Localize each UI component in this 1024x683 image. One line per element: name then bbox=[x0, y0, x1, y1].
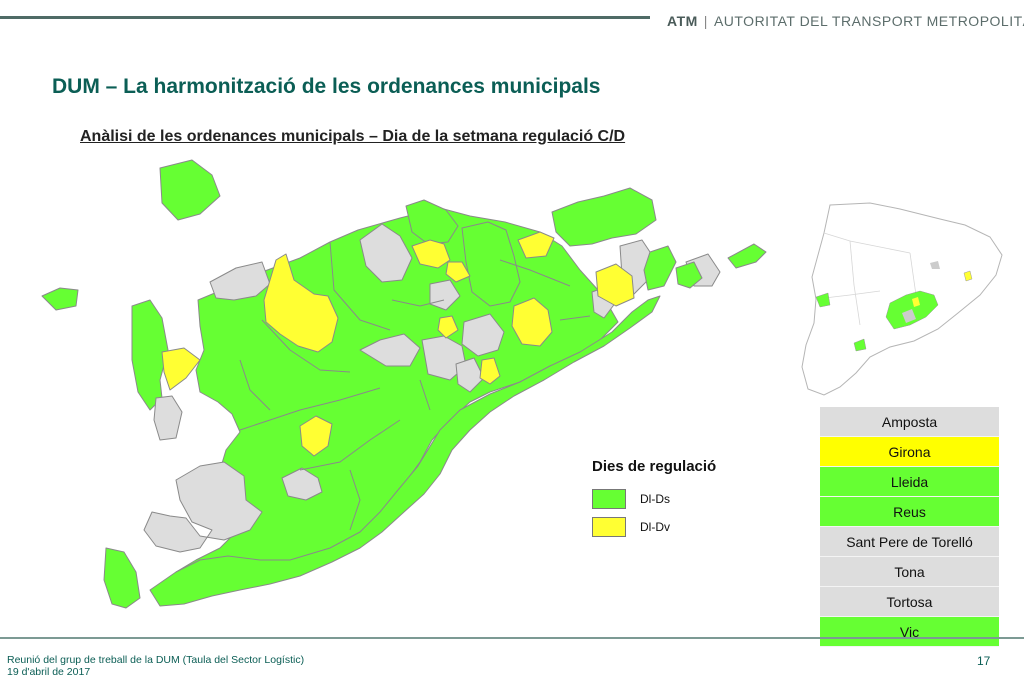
inset-green-southwest bbox=[853, 338, 867, 352]
municipality-region bbox=[455, 357, 485, 393]
municipality-region bbox=[209, 261, 271, 301]
municipality-region bbox=[479, 357, 501, 385]
inset-yellow-girona bbox=[963, 270, 973, 282]
city-cell: Sant Pere de Torelló bbox=[820, 526, 999, 557]
municipality-region bbox=[429, 279, 461, 311]
inset-green-west bbox=[815, 292, 831, 308]
city-cell: Amposta bbox=[820, 407, 999, 437]
municipality-region bbox=[461, 221, 521, 307]
municipality-region bbox=[299, 415, 333, 457]
inset-grey-zone bbox=[902, 309, 916, 323]
municipality-region bbox=[551, 187, 657, 247]
table-row: Tortosa bbox=[820, 586, 999, 617]
legend-swatch-yellow bbox=[592, 517, 626, 537]
municipality-region bbox=[131, 299, 169, 411]
catalonia-inset-map bbox=[801, 202, 1003, 396]
footer-text: Reunió del grup de treball de la DUM (Ta… bbox=[7, 654, 304, 678]
city-table: Amposta Girona Lleida Reus Sant Pere de … bbox=[820, 407, 999, 647]
city-cell: Reus bbox=[820, 496, 999, 527]
municipality-region bbox=[159, 159, 221, 221]
city-cell: Tona bbox=[820, 556, 999, 587]
municipality-region bbox=[149, 295, 661, 607]
inset-yellow-zone bbox=[912, 297, 920, 307]
legend-label: Dl-Ds bbox=[640, 492, 670, 506]
table-row: Reus bbox=[820, 496, 999, 527]
city-cell: Tortosa bbox=[820, 586, 999, 617]
table-row: Sant Pere de Torelló bbox=[820, 526, 999, 557]
table-row: Vic bbox=[820, 616, 999, 647]
municipality-region bbox=[359, 333, 421, 367]
legend-swatch-green bbox=[592, 489, 626, 509]
municipality-region bbox=[103, 547, 141, 609]
municipality-region bbox=[359, 223, 413, 283]
municipality-region bbox=[143, 461, 263, 553]
footer-meeting: Reunió del grup de treball de la DUM (Ta… bbox=[7, 654, 305, 666]
catalonia-inner-lines bbox=[815, 232, 917, 326]
table-row: Tona bbox=[820, 556, 999, 587]
municipality-region bbox=[643, 245, 677, 291]
brand-separator: | bbox=[703, 13, 708, 29]
municipality-region bbox=[727, 243, 767, 269]
municipality-region bbox=[511, 297, 553, 347]
page-number: 17 bbox=[977, 654, 991, 668]
legend-item: Dl-Dv bbox=[592, 517, 792, 537]
city-cell: Lleida bbox=[820, 466, 999, 497]
inset-grey-north bbox=[930, 261, 940, 269]
municipality-region bbox=[437, 315, 459, 339]
municipality-map bbox=[41, 159, 767, 609]
municipality-region bbox=[153, 395, 183, 441]
municipality-region bbox=[675, 261, 703, 289]
table-row: Amposta bbox=[820, 407, 999, 437]
municipality-region bbox=[239, 241, 591, 531]
municipality-region bbox=[461, 313, 505, 357]
brand-logo: ATM | AUTORITAT DEL TRANSPORT METROPOLITÀ bbox=[667, 13, 1024, 29]
municipality-region bbox=[41, 287, 79, 311]
municipality-region bbox=[405, 199, 459, 245]
table-row: Girona bbox=[820, 436, 999, 467]
municipality-region bbox=[445, 261, 471, 283]
legend: Dies de regulació Dl-Ds Dl-Dv bbox=[592, 458, 792, 545]
legend-title: Dies de regulació bbox=[592, 458, 717, 475]
table-row: Lleida bbox=[820, 466, 999, 497]
city-cell: Vic bbox=[820, 616, 999, 647]
municipality-region bbox=[411, 239, 451, 269]
page-title: DUM – La harmonització de les ordenances… bbox=[52, 75, 601, 98]
municipality-region bbox=[595, 263, 635, 307]
municipality-region bbox=[161, 347, 201, 391]
legend-item: Dl-Ds bbox=[592, 489, 792, 509]
municipality-region bbox=[263, 253, 339, 353]
legend-label: Dl-Dv bbox=[640, 520, 670, 534]
brand-short: ATM bbox=[667, 13, 698, 29]
footer-date: 19 d'abril de 2017 bbox=[7, 666, 91, 678]
footer-rule bbox=[0, 637, 1024, 639]
subtitle: Anàlisi de les ordenances municipals – D… bbox=[80, 128, 626, 145]
header-rule bbox=[0, 16, 650, 19]
city-cell: Girona bbox=[820, 436, 999, 467]
municipality-region bbox=[281, 467, 323, 501]
brand-full: AUTORITAT DEL TRANSPORT METROPOLITÀ bbox=[713, 13, 1024, 29]
municipality-region bbox=[517, 231, 555, 259]
